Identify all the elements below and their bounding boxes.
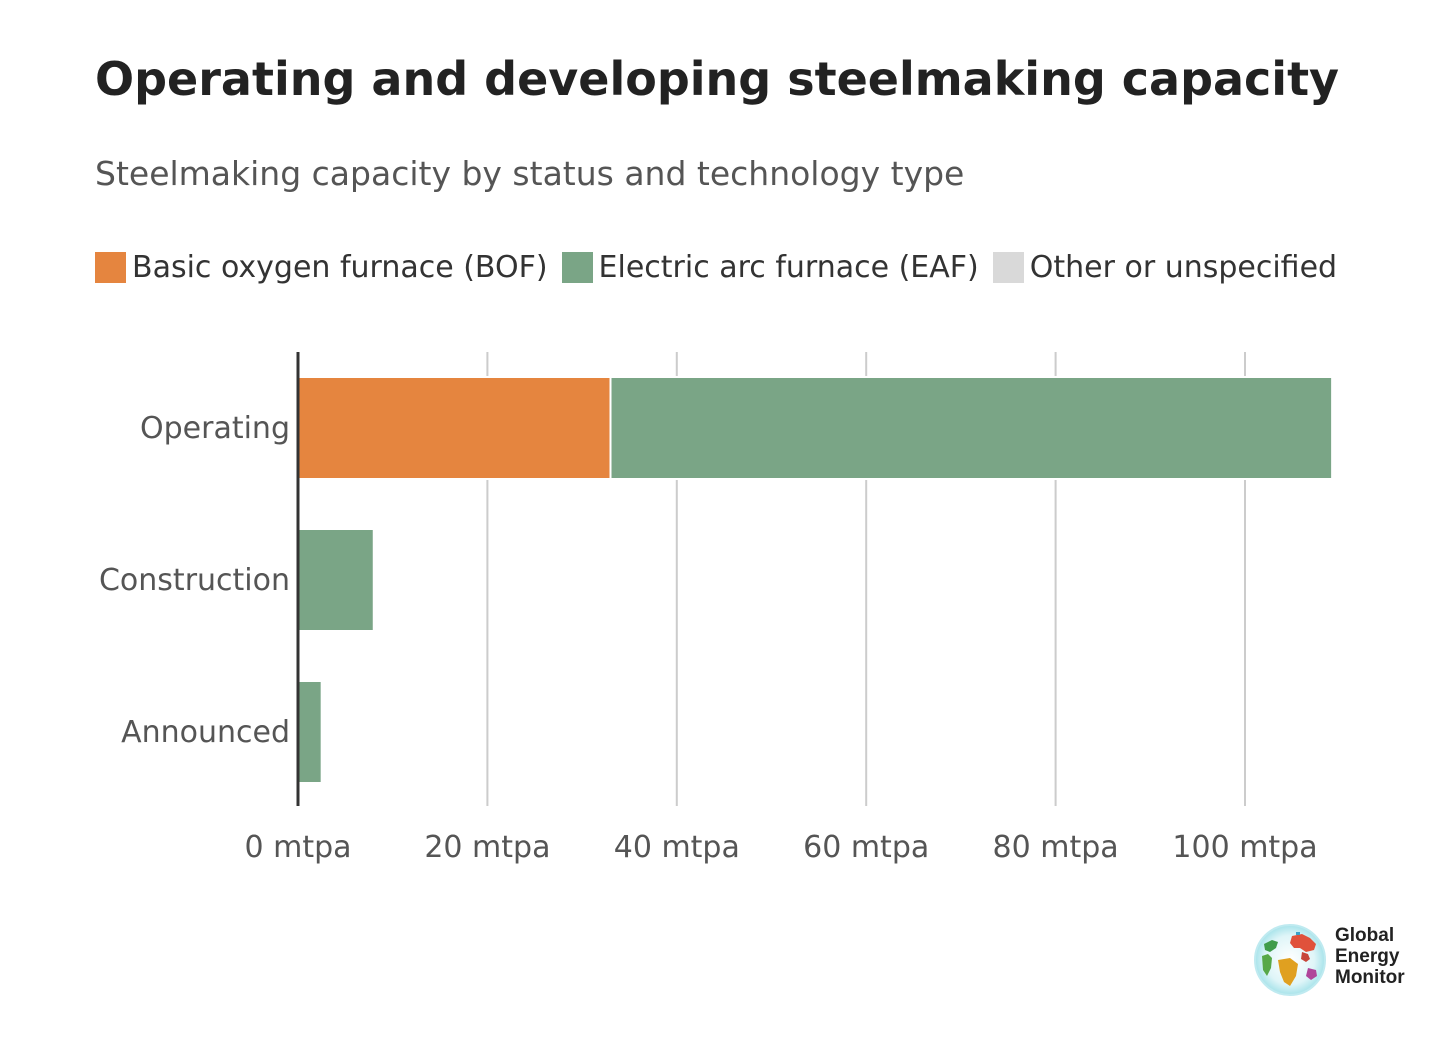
bars: [297, 376, 1334, 784]
legend-label-bof: Basic oxygen furnace (BOF): [132, 250, 548, 285]
y-category-label: Operating: [140, 411, 290, 446]
logo-line-2: Energy: [1335, 946, 1400, 967]
chart-title: Operating and developing steelmaking cap…: [95, 52, 1340, 106]
chart-legend: Basic oxygen furnace (BOF) Electric arc …: [95, 250, 1351, 285]
legend-item-other[interactable]: Other or unspecified: [992, 250, 1338, 285]
bar-operating-series-1[interactable]: [609, 376, 1334, 480]
bar-construction-series-1[interactable]: [297, 528, 375, 632]
bar-operating-series-0[interactable]: [297, 376, 612, 480]
legend-label-eaf: Electric arc furnace (EAF): [598, 250, 979, 285]
x-tick-label: 60 mtpa: [803, 830, 929, 865]
legend-swatch-bof: [95, 252, 126, 283]
gem-wordmark: Global Energy Monitor: [1335, 925, 1405, 988]
bar-announced-series-1[interactable]: [297, 680, 323, 784]
logo-line-3: Monitor: [1335, 967, 1405, 988]
legend-item-eaf[interactable]: Electric arc furnace (EAF): [561, 250, 979, 285]
axes: 0 mtpa 20 mtpa 40 mtpa 60 mtpa 80 mtpa 100 mt…: [99, 352, 1318, 865]
legend-swatch-eaf: [561, 252, 593, 283]
x-tick-label: 0 mtpa: [244, 830, 351, 865]
logo-line-1: Global: [1335, 925, 1395, 946]
y-category-label: Announced: [121, 715, 290, 750]
legend-item-bof[interactable]: Basic oxygen furnace (BOF): [95, 250, 548, 285]
globe-logo-icon: [1254, 924, 1326, 996]
x-tick-label: 20 mtpa: [424, 830, 550, 865]
x-tick-label: 100 mtpa: [1172, 830, 1317, 865]
x-tick-label: 80 mtpa: [993, 830, 1119, 865]
y-category-label: Construction: [99, 563, 290, 598]
x-tick-label: 40 mtpa: [614, 830, 740, 865]
legend-swatch-other: [992, 252, 1024, 283]
chart-subtitle: Steelmaking capacity by status and techn…: [95, 154, 965, 193]
legend-label-other: Other or unspecified: [1029, 250, 1338, 285]
